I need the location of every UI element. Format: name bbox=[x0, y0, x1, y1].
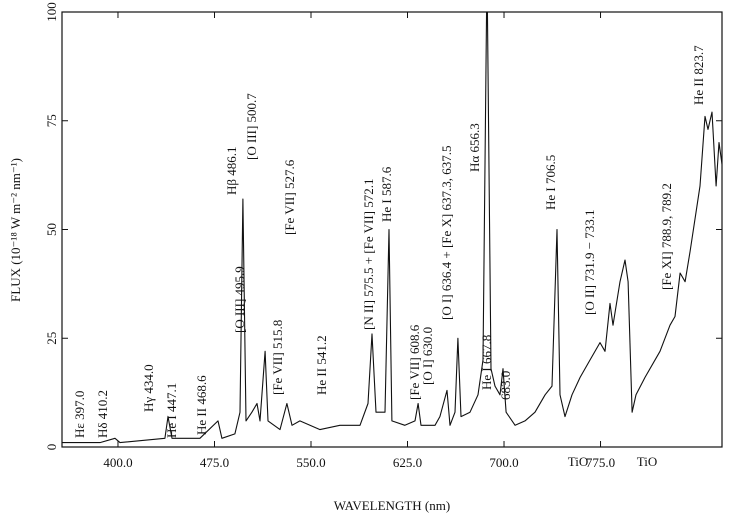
line-label: [O II] 731.9 − 733.1 bbox=[582, 209, 597, 315]
band-label: TiO bbox=[568, 454, 588, 469]
line-label: [O I] 636.4 + [Fe X] 637.3, 637.5 bbox=[439, 145, 454, 320]
line-label: Hε 397.0 bbox=[72, 391, 87, 438]
line-label: Hα 656.3 bbox=[467, 123, 482, 172]
x-tick-label: 475.0 bbox=[200, 455, 229, 470]
line-label: Hβ 486.1 bbox=[224, 146, 239, 195]
x-tick-label: 700.0 bbox=[489, 455, 518, 470]
plot-area bbox=[62, 12, 722, 444]
line-label: He I 587.6 bbox=[379, 166, 394, 222]
line-label: Hγ 434.0 bbox=[141, 364, 156, 412]
band-label: TiO bbox=[637, 454, 657, 469]
spectrum-line bbox=[62, 12, 722, 444]
x-tick-label: 625.0 bbox=[393, 455, 422, 470]
line-label: [Fe XI] 788.9, 789.2 bbox=[659, 183, 674, 290]
line-label: [O III] 500.7 bbox=[244, 93, 259, 160]
line-label: [O I] 630.0 bbox=[420, 327, 435, 385]
line-label: He II 468.6 bbox=[194, 375, 209, 435]
x-tick-label: 400.0 bbox=[103, 455, 132, 470]
line-label: [Fe VII] 608.6 bbox=[407, 324, 422, 400]
line-label: [O III] 495.9 bbox=[232, 266, 247, 333]
line-label: He I 447.1 bbox=[164, 383, 179, 438]
x-tick-label: 550.0 bbox=[296, 455, 325, 470]
line-label: 683.0 bbox=[498, 371, 513, 400]
plot-frame bbox=[61, 11, 723, 448]
y-axis-label: FLUX (10⁻¹⁸ W m⁻² nm⁻¹) bbox=[8, 158, 23, 302]
x-tick-label: 775.0 bbox=[586, 455, 615, 470]
line-label: He I 706.5 bbox=[543, 155, 558, 210]
line-label: [N II] 575.5 + [Fe VII] 572.1 bbox=[361, 178, 376, 330]
y-tick-label: 0 bbox=[44, 444, 59, 451]
line-label: He II 541.2 bbox=[314, 335, 329, 395]
y-tick-label: 50 bbox=[44, 223, 59, 236]
x-axis-label: WAVELENGTH (nm) bbox=[334, 498, 450, 513]
line-label: He I 667.8 bbox=[479, 335, 494, 390]
line-label: Hδ 410.2 bbox=[95, 390, 110, 438]
y-tick-label: 75 bbox=[44, 114, 59, 127]
line-label: He II 823.7 bbox=[691, 45, 706, 105]
line-label: [Fe VII] 515.8 bbox=[270, 320, 285, 395]
line-label: [Fe VII] 527.6 bbox=[282, 159, 297, 235]
y-tick-label: 25 bbox=[44, 332, 59, 345]
y-tick-label: 100 bbox=[44, 2, 59, 22]
